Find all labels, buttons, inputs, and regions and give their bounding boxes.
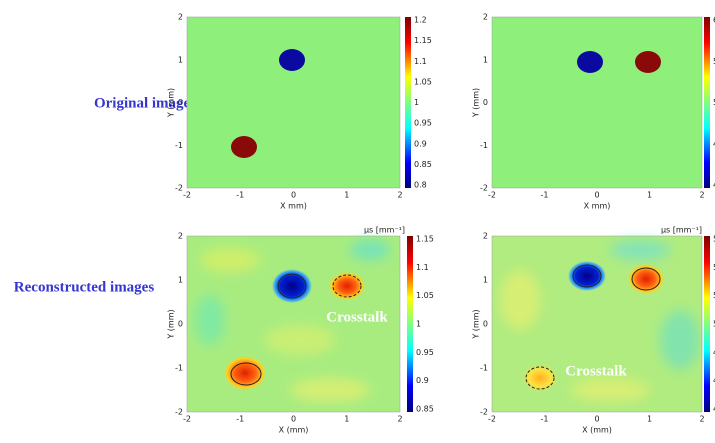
colorbar-tick-label: 1.15 [414, 36, 432, 45]
row-label: Original images [94, 95, 196, 111]
y-tick-label: -2 [175, 184, 183, 193]
plot-frame [186, 16, 401, 189]
y-tick-label: -1 [480, 141, 488, 150]
x-tick-label: -2 [488, 191, 496, 200]
image-original-1 [187, 17, 400, 188]
colorbar-tick-label: 0.8 [414, 181, 427, 190]
colorbar-tick-label: 4.5 [713, 139, 715, 148]
colorbar-tick-label: 0.95 [414, 119, 432, 128]
colorbar-tick-label: 1.05 [416, 291, 434, 300]
colorbar-tick-label: 0.85 [416, 405, 434, 414]
colorbar [704, 17, 710, 188]
colorbar-tick-label: 1.2 [414, 16, 427, 25]
y-tick-label: -1 [175, 364, 183, 373]
colorbar-unit: μs [mm⁻¹] [364, 226, 405, 235]
x-tick-label: 1 [344, 191, 349, 200]
x-tick-label: -1 [236, 415, 244, 424]
y-tick-label: 2 [178, 13, 183, 22]
colorbar [405, 17, 411, 188]
plot-frame [491, 16, 703, 189]
y-tick-label: -2 [480, 184, 488, 193]
x-tick-label: 2 [699, 415, 704, 424]
y-tick-label: -1 [175, 141, 183, 150]
y-axis-label: Y (mm) [167, 309, 176, 339]
x-tick-label: -2 [183, 415, 191, 424]
x-axis-label: X (mm) [279, 426, 309, 435]
colorbar-tick-label: 6 [713, 16, 715, 25]
x-tick-label: 1 [647, 191, 652, 200]
colorbar-tick-label: 1.05 [414, 77, 432, 86]
colorbar-tick-label: 5.4 [713, 263, 715, 272]
colorbar-tick-label: 0.85 [414, 160, 432, 169]
y-tick-label: 0 [483, 320, 488, 329]
x-tick-label: 0 [594, 191, 599, 200]
y-tick-label: -2 [175, 408, 183, 417]
colorbar-tick-label: 5 [713, 320, 715, 329]
y-axis-label: Y (mm) [472, 88, 481, 118]
colorbar-tick-label: 5 [713, 98, 715, 107]
colorbar [407, 236, 413, 412]
x-tick-label: 0 [594, 415, 599, 424]
x-tick-label: 2 [397, 415, 402, 424]
y-tick-label: 0 [483, 98, 488, 107]
y-tick-label: 1 [483, 55, 488, 64]
x-tick-label: -2 [488, 415, 496, 424]
x-axis-label: X mm) [280, 202, 307, 211]
colorbar-tick-label: 4.4 [713, 405, 715, 414]
x-tick-label: -1 [236, 191, 244, 200]
colorbar-tick-label: 0.9 [414, 139, 427, 148]
plot-frame [491, 235, 703, 413]
y-axis-label: Y (mm) [167, 88, 176, 118]
y-tick-label: 2 [483, 232, 488, 241]
colorbar-tick-label: 5.6 [713, 235, 715, 244]
colorbar-unit: μs [mm⁻¹] [661, 226, 702, 235]
colorbar-tick-label: 4.6 [713, 376, 715, 385]
colorbar-tick-label: 1.15 [416, 235, 434, 244]
y-tick-label: -1 [480, 364, 488, 373]
colorbar-tick-label: 5.2 [713, 291, 715, 300]
x-tick-label: -1 [541, 415, 549, 424]
y-axis-label: Y (mm) [472, 309, 481, 339]
x-tick-label: -1 [541, 191, 549, 200]
y-tick-label: -2 [480, 408, 488, 417]
colorbar-tick-label: 0.9 [416, 376, 429, 385]
plot-frame [186, 235, 401, 413]
x-tick-label: 1 [344, 415, 349, 424]
annotation: Crosstalk [326, 309, 388, 325]
annotation: Crosstalk [565, 363, 627, 379]
colorbar-tick-label: 4 [713, 181, 715, 190]
colorbar-tick-label: 4.8 [713, 348, 715, 357]
colorbar-tick-label: 1 [416, 320, 421, 329]
y-tick-label: 1 [178, 276, 183, 285]
colorbar [704, 236, 710, 412]
x-tick-label: 2 [397, 191, 402, 200]
row-label: Reconstructed images [14, 279, 155, 295]
colorbar-tick-label: 5.5 [713, 57, 715, 66]
x-tick-label: 2 [699, 191, 704, 200]
colorbar-tick-label: 1 [414, 98, 419, 107]
x-axis-label: X mm) [584, 202, 611, 211]
x-tick-label: -2 [183, 191, 191, 200]
y-tick-label: 0 [178, 320, 183, 329]
y-tick-label: 2 [178, 232, 183, 241]
y-tick-label: 1 [483, 276, 488, 285]
y-tick-label: 1 [178, 55, 183, 64]
image-original-2 [492, 17, 702, 188]
colorbar-tick-label: 1.1 [414, 57, 427, 66]
y-tick-label: 0 [178, 98, 183, 107]
y-tick-label: 2 [483, 13, 488, 22]
x-tick-label: 0 [291, 191, 296, 200]
colorbar-tick-label: 1.1 [416, 263, 429, 272]
x-axis-label: X (mm) [582, 426, 612, 435]
x-tick-label: 1 [647, 415, 652, 424]
x-tick-label: 0 [291, 415, 296, 424]
colorbar-tick-label: 0.95 [416, 348, 434, 357]
image-reconstructed-2 [492, 236, 702, 412]
image-reconstructed-1 [187, 236, 400, 412]
